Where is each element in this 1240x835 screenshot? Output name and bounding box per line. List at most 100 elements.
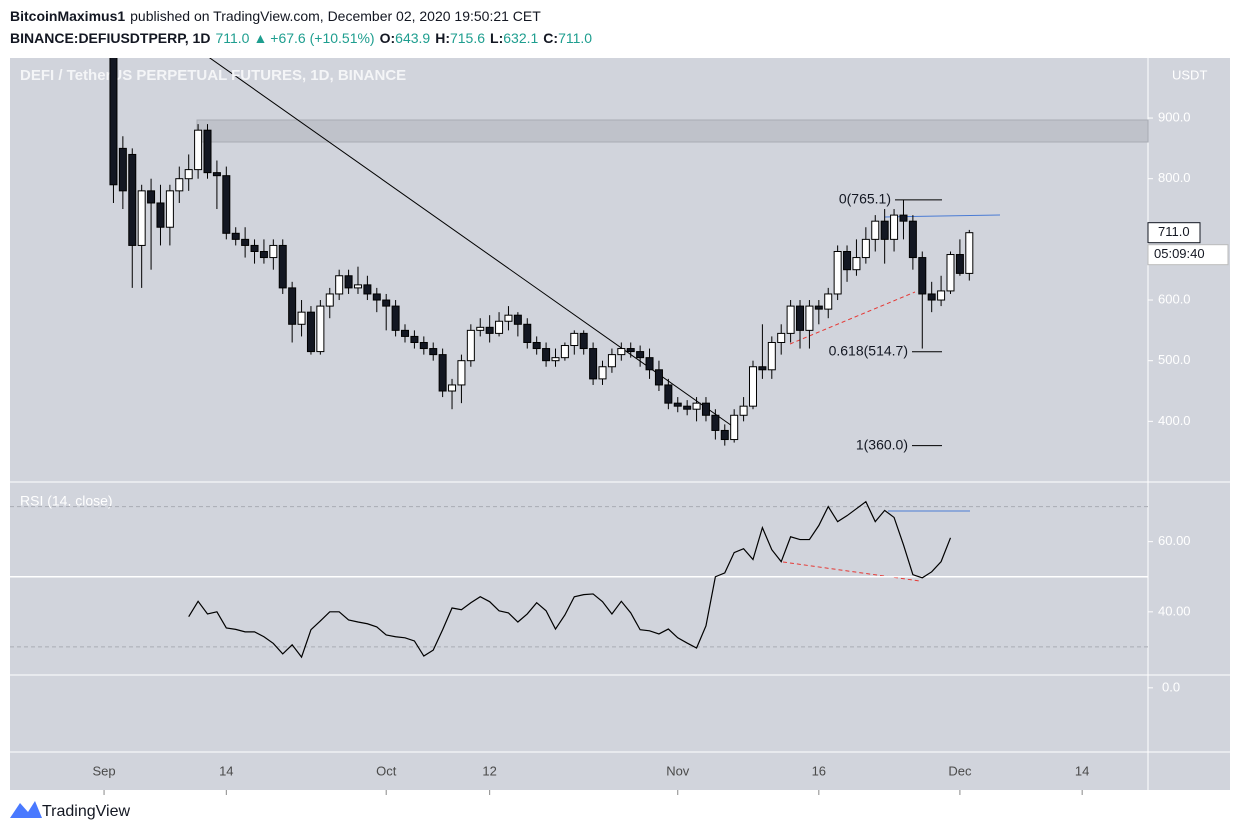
change: +67.6 (+10.51%)	[270, 30, 374, 46]
arrow: ▲	[253, 30, 267, 46]
candle-body	[843, 250, 852, 271]
candle-body	[796, 305, 805, 331]
candle-body	[344, 275, 353, 289]
candle-body	[937, 290, 946, 301]
candle-body	[532, 341, 541, 350]
candle-body	[165, 190, 174, 228]
tv-logo	[10, 801, 42, 818]
y-tick-label: 400.0	[1158, 413, 1191, 428]
candle-body	[147, 190, 156, 204]
ohlc-label: C:	[543, 30, 558, 46]
fib-label: 0(765.1)	[839, 191, 891, 207]
y-tick-label: 800.0	[1158, 170, 1191, 185]
candle-body	[965, 232, 974, 274]
candle-body	[372, 293, 381, 301]
symbol: BINANCE:DEFIUSDTPERP, 1D	[10, 30, 210, 46]
candle-body	[212, 172, 221, 177]
candle-body	[241, 238, 250, 246]
candle-body	[711, 414, 720, 431]
header-line: BitcoinMaximus1 published on TradingView.…	[10, 8, 541, 24]
y-unit: USDT	[1172, 67, 1207, 82]
trend-line	[209, 58, 736, 429]
x-tick-label: 14	[1075, 763, 1089, 778]
rsi-line	[188, 500, 952, 659]
candle-body	[890, 214, 899, 240]
fib-label: 0.618(514.7)	[829, 342, 908, 358]
candle-body	[542, 348, 551, 362]
ohlc-label: H:	[435, 30, 450, 46]
candle-body	[636, 351, 645, 359]
last: 711.0	[215, 30, 249, 46]
candle-body	[476, 326, 485, 331]
candle-body	[184, 169, 193, 180]
footer: TradingView	[42, 803, 130, 820]
candle-body	[626, 348, 635, 353]
candle-body	[908, 220, 917, 259]
candle-body	[137, 190, 146, 246]
y-tick-label: 600.0	[1158, 291, 1191, 306]
candle-body	[504, 314, 513, 322]
candle-body	[316, 305, 325, 353]
candle-body	[203, 129, 212, 174]
candle-body	[438, 354, 447, 392]
candle-body	[231, 232, 240, 240]
candle-body	[513, 314, 522, 325]
rsi-divergence-line	[782, 561, 921, 582]
candle-body	[118, 147, 127, 192]
candle-body	[259, 250, 268, 259]
candle-body	[720, 429, 729, 441]
candle-body	[448, 384, 457, 392]
candle-body	[692, 402, 701, 410]
candle-body	[598, 366, 607, 380]
published: published on TradingView.com, December 0…	[130, 8, 541, 24]
candle-body	[363, 284, 372, 295]
candle-body	[410, 335, 419, 343]
candle-body	[175, 178, 184, 192]
candle-body	[777, 332, 786, 343]
candle-body	[560, 345, 569, 359]
candle-body	[730, 414, 739, 441]
candle-body	[353, 284, 362, 289]
symbol-line: BINANCE:DEFIUSDTPERP, 1D 711.0 ▲ +67.6 (+10…	[10, 30, 592, 46]
candle-body	[419, 341, 428, 350]
candle-body	[758, 366, 767, 371]
candle-body	[664, 384, 673, 404]
candle-body	[861, 238, 870, 259]
ohlc-value: 715.6	[450, 30, 485, 46]
candle-body	[946, 254, 955, 292]
x-tick-label: Sep	[92, 763, 115, 778]
candle-body	[306, 311, 315, 353]
candle-body	[748, 366, 757, 407]
candle-body	[805, 305, 814, 331]
candle-body	[194, 129, 203, 171]
candle-body	[485, 326, 494, 334]
candle-body	[278, 244, 287, 289]
x-tick-label: Nov	[666, 763, 690, 778]
candle-body	[523, 323, 532, 343]
y-tick-label: 900.0	[1158, 109, 1191, 124]
candle-body	[250, 244, 259, 252]
candle-body	[495, 320, 504, 334]
publisher: BitcoinMaximus1	[10, 8, 125, 24]
rsi-label: RSI (14, close)	[20, 493, 113, 509]
candle-body	[645, 357, 654, 371]
candle-body	[391, 305, 400, 331]
candle-body	[429, 348, 438, 356]
candle-body	[673, 402, 682, 407]
divergence-line	[789, 291, 916, 345]
ohlc-value: 632.1	[503, 30, 538, 46]
fib-label: 1(360.0)	[856, 436, 908, 452]
candle-body	[833, 250, 842, 295]
candle-body	[288, 287, 297, 325]
candle-body	[570, 332, 579, 347]
candle-body	[701, 402, 710, 416]
candle-body	[382, 299, 391, 307]
candle-body	[871, 220, 880, 240]
chart-background	[10, 58, 1230, 790]
x-tick-label: 14	[219, 763, 233, 778]
candle-body	[466, 329, 475, 362]
ohlc-value: 711.0	[558, 30, 592, 46]
candle-body	[401, 329, 410, 337]
